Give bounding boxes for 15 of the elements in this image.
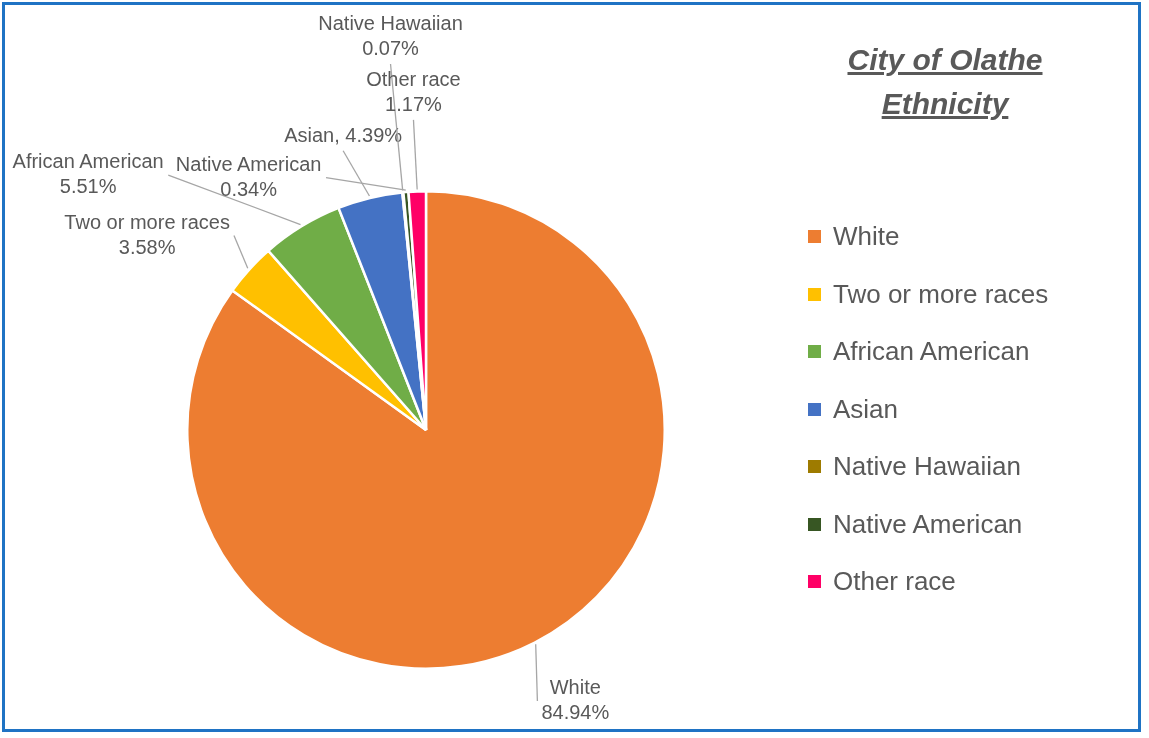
data-label: White 84.94%: [541, 676, 610, 724]
legend-label: Native American: [833, 508, 1023, 540]
data-label: Two or more races 3.58%: [64, 210, 230, 258]
legend-label: Other race: [833, 566, 956, 598]
data-label: Native Hawaiian 0.07%: [318, 12, 463, 60]
data-label: African American 5.51%: [12, 150, 164, 198]
legend-label: Native Hawaiian: [833, 451, 1021, 483]
data-label: Native American 0.34%: [175, 152, 322, 200]
legend-label: Asian: [833, 393, 899, 425]
legend-label: Two or more races: [833, 278, 1049, 310]
data-label: Other race 1.17%: [366, 67, 461, 115]
text: City of Olathe Ethnicity: [846, 42, 1044, 122]
legend-label: African American: [833, 336, 1030, 368]
data-label: Asian, 4.39%: [284, 123, 403, 146]
legend-label: White: [833, 221, 900, 253]
